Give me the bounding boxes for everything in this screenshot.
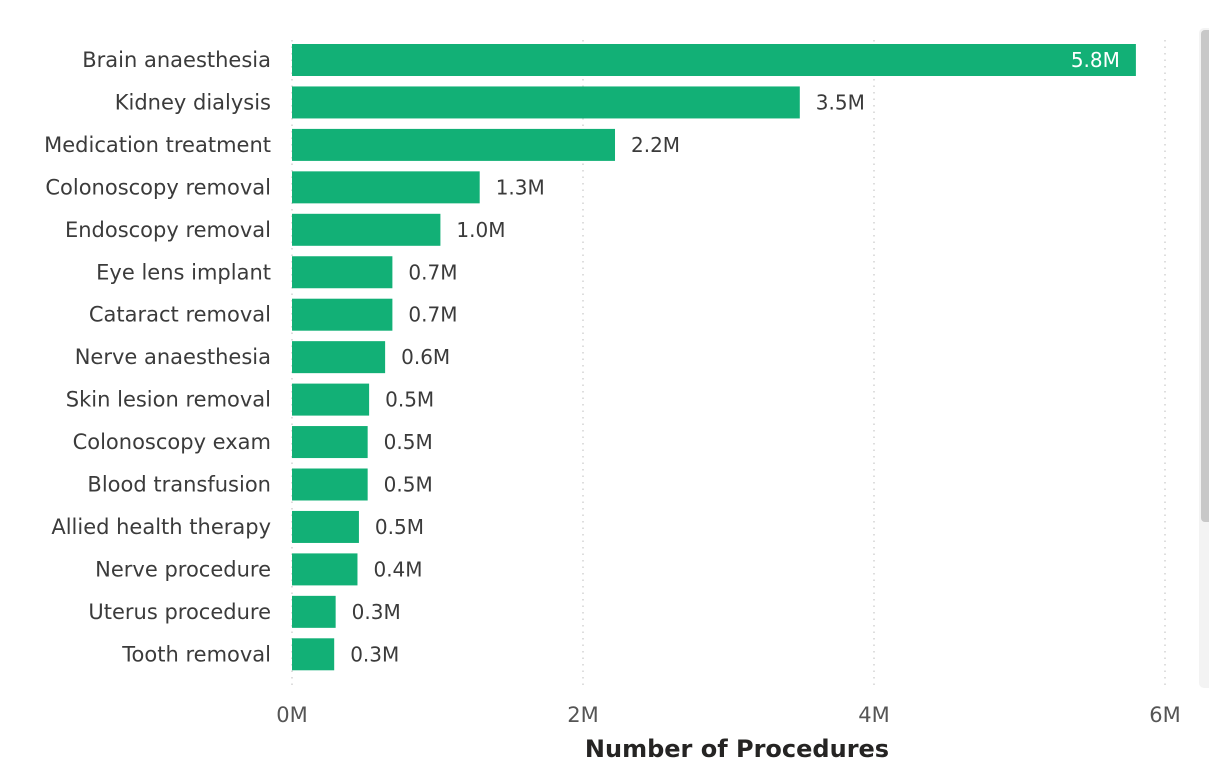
- data-label: 0.5M: [385, 388, 434, 412]
- x-tick-label: 2M: [567, 703, 598, 727]
- x-tick-label: 4M: [858, 703, 889, 727]
- category-label: Colonoscopy exam: [73, 430, 271, 454]
- data-label: 1.0M: [456, 218, 505, 242]
- category-label: Kidney dialysis: [115, 90, 271, 114]
- category-label: Brain anaesthesia: [82, 48, 271, 72]
- bar[interactable]: [292, 595, 336, 628]
- value-labels: 5.8M 3.5M 2.2M 1.3M 1.0M 0.7M 0.7M 0.6M 0.5M 0.5M…: [350, 48, 1120, 666]
- bars: [292, 44, 1136, 671]
- data-label: 5.8M: [1071, 48, 1120, 72]
- bar[interactable]: [292, 128, 616, 161]
- data-label: 0.7M: [408, 303, 457, 327]
- x-tick-label: 6M: [1149, 703, 1180, 727]
- bar[interactable]: [292, 341, 386, 374]
- category-label: Cataract removal: [89, 303, 271, 327]
- category-label: Nerve anaesthesia: [75, 345, 271, 369]
- category-label: Tooth removal: [121, 642, 271, 666]
- data-label: 0.5M: [384, 430, 433, 454]
- category-label: Colonoscopy removal: [45, 175, 271, 199]
- x-tick-label: 0M: [276, 703, 307, 727]
- category-labels: Brain anaesthesia Kidney dialysis Medicati…: [44, 48, 271, 666]
- x-axis-ticks: 0M 2M 4M 6M: [276, 703, 1180, 727]
- bar[interactable]: [292, 383, 370, 416]
- category-label: Allied health therapy: [51, 515, 271, 539]
- bar[interactable]: [292, 638, 335, 671]
- data-label: 0.5M: [375, 515, 424, 539]
- bar[interactable]: [292, 298, 393, 331]
- data-label: 0.4M: [373, 557, 422, 581]
- category-label: Blood transfusion: [87, 473, 271, 497]
- data-label: 0.3M: [352, 600, 401, 624]
- data-label: 0.5M: [384, 473, 433, 497]
- bar[interactable]: [292, 468, 368, 501]
- data-label: 0.6M: [401, 345, 450, 369]
- data-label: 0.7M: [408, 260, 457, 284]
- bar[interactable]: [292, 44, 1136, 76]
- category-label: Uterus procedure: [88, 600, 271, 624]
- bar[interactable]: [292, 256, 393, 289]
- bar[interactable]: [292, 510, 359, 543]
- vertical-scrollbar-thumb[interactable]: [1201, 30, 1209, 522]
- bar[interactable]: [292, 213, 441, 246]
- bar[interactable]: [292, 426, 368, 459]
- data-label: 2.2M: [631, 133, 680, 157]
- category-label: Skin lesion removal: [66, 388, 271, 412]
- category-label: Endoscopy removal: [65, 218, 271, 242]
- data-label: 1.3M: [496, 175, 545, 199]
- data-label: 3.5M: [816, 90, 865, 114]
- bar[interactable]: [292, 553, 358, 586]
- bar[interactable]: [292, 171, 480, 204]
- category-label: Eye lens implant: [96, 260, 271, 284]
- category-label: Medication treatment: [44, 133, 271, 157]
- category-label: Nerve procedure: [95, 557, 271, 581]
- x-axis-title: Number of Procedures: [585, 735, 889, 761]
- data-label: 0.3M: [350, 642, 399, 666]
- bar[interactable]: [292, 86, 800, 119]
